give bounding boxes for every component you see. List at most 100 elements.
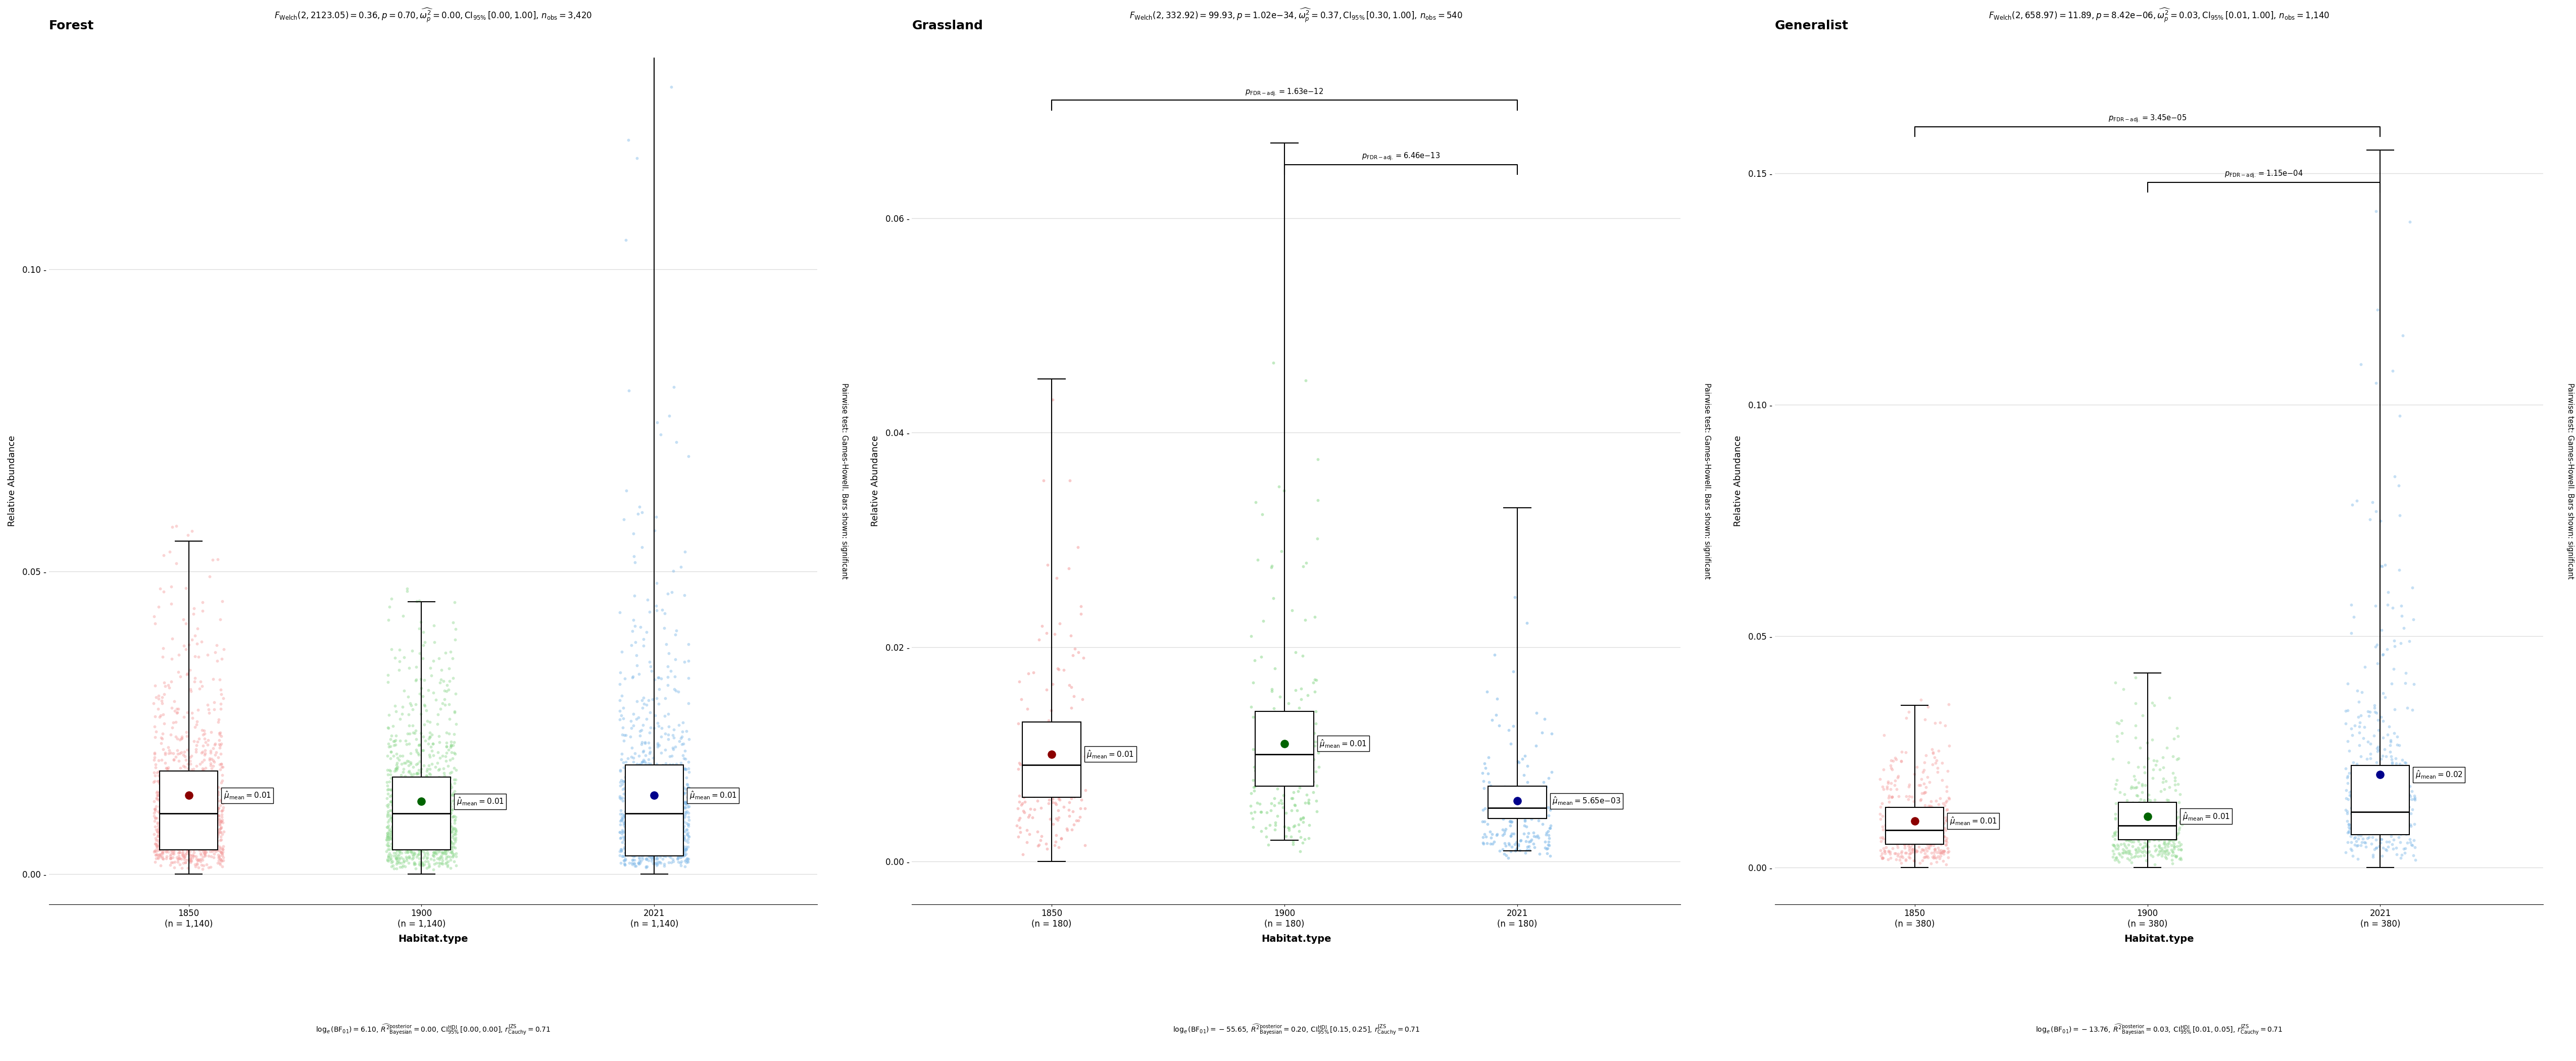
Point [1054, 688, 1095, 705]
Point [167, 851, 209, 868]
Point [1917, 812, 1958, 829]
Point [402, 854, 443, 871]
Point [422, 796, 464, 813]
Point [611, 748, 652, 765]
Point [667, 788, 708, 805]
Point [1914, 754, 1955, 771]
Point [170, 747, 211, 764]
Point [1064, 782, 1105, 799]
Point [618, 828, 659, 845]
Point [626, 711, 667, 728]
Point [183, 824, 224, 841]
Point [631, 833, 672, 850]
Point [1904, 797, 1945, 814]
Point [376, 845, 417, 862]
Point [1270, 802, 1311, 819]
Point [137, 837, 178, 854]
Point [170, 816, 211, 833]
Point [1018, 631, 1059, 648]
Point [1278, 736, 1319, 753]
Point [608, 132, 649, 149]
Point [608, 802, 649, 819]
Point [417, 833, 459, 850]
Point [404, 790, 446, 807]
Point [204, 849, 245, 866]
Point [647, 799, 688, 816]
Point [2148, 800, 2190, 817]
Point [198, 806, 240, 823]
Point [1517, 812, 1558, 829]
Point [384, 812, 425, 829]
Point [1862, 842, 1904, 859]
Point [430, 811, 471, 828]
Point [433, 760, 474, 777]
Point [2094, 838, 2136, 855]
Point [1886, 802, 1927, 819]
Point [2357, 743, 2398, 760]
Point [1486, 820, 1528, 837]
Point [1901, 840, 1942, 857]
Point [616, 799, 657, 816]
Point [1924, 846, 1965, 863]
Point [659, 804, 701, 821]
Point [667, 804, 708, 821]
Point [1051, 789, 1092, 806]
Point [165, 829, 206, 846]
Point [386, 736, 428, 753]
Point [435, 821, 477, 838]
Point [1904, 849, 1945, 866]
Point [2128, 833, 2169, 850]
Point [1886, 852, 1927, 869]
Point [654, 622, 696, 639]
Point [1494, 663, 1535, 680]
Point [412, 805, 453, 822]
Point [629, 786, 670, 803]
Point [636, 820, 677, 837]
Point [654, 780, 696, 797]
Point [670, 730, 711, 747]
Point [1886, 831, 1927, 848]
Point [613, 706, 654, 723]
Point [1479, 717, 1520, 734]
Point [155, 518, 196, 535]
Point [386, 799, 428, 816]
Point [430, 805, 471, 822]
Point [1914, 840, 1955, 857]
Point [659, 808, 701, 825]
Point [394, 805, 435, 822]
Point [1285, 717, 1327, 734]
Point [402, 793, 443, 810]
Point [149, 745, 191, 762]
Point [160, 843, 201, 860]
Point [366, 831, 407, 848]
Point [162, 848, 204, 865]
Point [374, 808, 415, 825]
Point [626, 828, 667, 845]
Point [399, 834, 440, 851]
Point [2159, 824, 2200, 841]
Point [2365, 803, 2406, 820]
Point [417, 822, 459, 839]
Point [621, 773, 662, 790]
Point [155, 831, 196, 848]
Point [603, 807, 644, 824]
Point [183, 815, 224, 832]
Point [1875, 749, 1917, 766]
Point [603, 780, 644, 797]
Point [201, 845, 242, 862]
Point [613, 765, 654, 782]
Point [2339, 827, 2380, 843]
Point [641, 602, 683, 619]
Point [2094, 811, 2136, 828]
Point [1880, 848, 1922, 865]
Point [381, 833, 422, 850]
Point [644, 848, 685, 865]
Point [1893, 843, 1935, 860]
Point [2336, 760, 2378, 777]
Point [2383, 758, 2424, 775]
Point [634, 842, 675, 859]
Point [204, 641, 245, 658]
Point [402, 782, 443, 799]
Point [1891, 841, 1932, 858]
Point [1278, 816, 1319, 833]
